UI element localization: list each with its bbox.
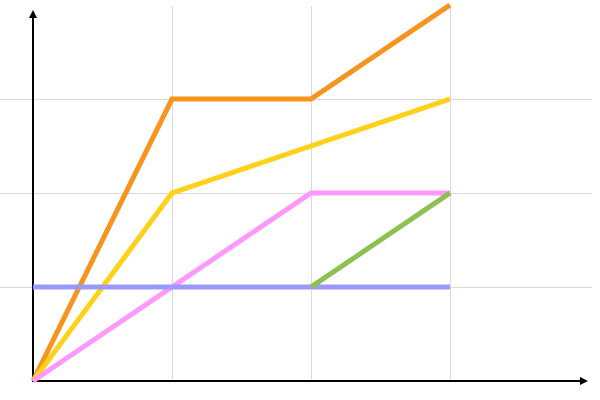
series-line-green — [309, 190, 452, 290]
series-line-yellow — [30, 96, 451, 383]
y-axis-arrow-icon — [29, 10, 37, 18]
chart-axes — [29, 10, 588, 385]
series-line-orange — [30, 2, 452, 383]
x-axis-arrow-icon — [580, 377, 588, 385]
series-line-pink — [31, 190, 450, 384]
horizontal-gridlines — [0, 99, 592, 288]
data-series-group — [30, 2, 452, 384]
